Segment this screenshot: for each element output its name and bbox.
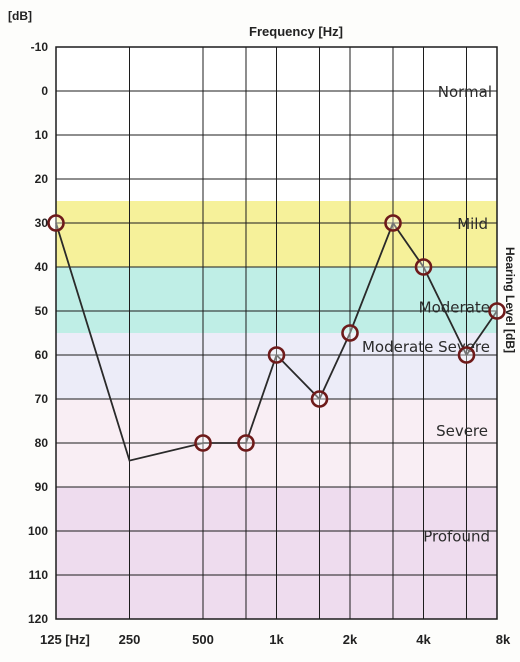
zone-label: Normal xyxy=(438,83,492,101)
y-tick-label: 70 xyxy=(35,392,49,406)
x-tick-label: 4k xyxy=(416,632,431,647)
zone-label: Moderate xyxy=(419,299,490,317)
grid-layer xyxy=(55,46,498,620)
y-tick-label: 120 xyxy=(28,612,48,626)
y-tick-label: 20 xyxy=(35,172,49,186)
zone-label: Profound xyxy=(423,527,490,545)
zone-label: Mild xyxy=(457,215,488,233)
series-line xyxy=(55,221,498,462)
line-layer xyxy=(55,221,498,462)
y-tick-label: -10 xyxy=(31,40,49,54)
plot-frame xyxy=(55,46,498,620)
y-axis-unit: [dB] xyxy=(8,9,32,23)
y-tick-label: 60 xyxy=(35,348,49,362)
y-tick-label: 30 xyxy=(35,216,49,230)
data-point xyxy=(341,324,359,342)
data-point xyxy=(457,346,476,364)
y-tick-label: 0 xyxy=(41,84,48,98)
data-point xyxy=(384,214,402,232)
x-tick-label: 250 xyxy=(119,632,141,647)
y-tick-labels: -10 0 10 20 30 40 50 60 70 80 90 100 110 120 xyxy=(28,40,48,626)
y-axis-title: Hearing Level [dB] xyxy=(503,247,517,353)
points-layer xyxy=(47,214,506,452)
data-point xyxy=(310,390,329,408)
data-point xyxy=(47,214,65,232)
data-point xyxy=(267,346,286,364)
y-tick-label: 100 xyxy=(28,524,48,538)
x-tick-label: 8k xyxy=(496,632,511,647)
x-tick-label: 125 [Hz] xyxy=(40,632,90,647)
y-tick-label: 110 xyxy=(29,568,49,582)
data-point xyxy=(414,258,433,276)
zone-label: Severe xyxy=(436,422,488,440)
y-tick-label: 80 xyxy=(35,436,49,450)
x-tick-labels: 125 [Hz] 250 500 1k 2k 4k 8k xyxy=(40,632,511,647)
zone-labels-layer: Normal Mild Moderate Moderate Severe Severe P… xyxy=(362,83,492,545)
data-point xyxy=(488,302,506,320)
x-tick-label: 500 xyxy=(192,632,214,647)
x-axis-title: Frequency [Hz] xyxy=(249,24,343,39)
y-tick-label: 90 xyxy=(35,480,49,494)
x-tick-label: 1k xyxy=(269,632,284,647)
data-point xyxy=(237,434,255,452)
y-tick-label: 40 xyxy=(35,260,49,274)
x-tick-label: 2k xyxy=(343,632,358,647)
zone-label: Moderate Severe xyxy=(362,338,490,356)
data-point xyxy=(194,434,212,452)
y-tick-label: 10 xyxy=(35,128,49,142)
y-tick-label: 50 xyxy=(35,304,49,318)
